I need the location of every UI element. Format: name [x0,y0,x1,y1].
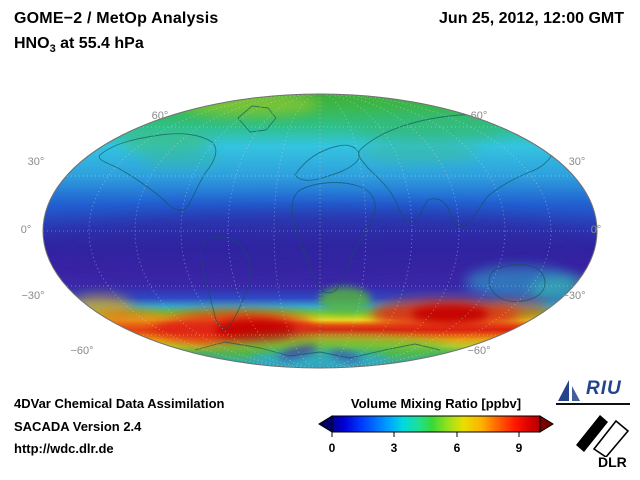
riu-logo: RIU [556,377,634,407]
colorbar-title: Volume Mixing Ratio [ppbv] [350,396,522,411]
plot-title-block: GOME−2 / MetOp Analysis HNO3 at 55.4 hPa [14,10,219,55]
colorbar-tick-3: 3 [390,441,398,455]
footer-url: http://wdc.dlr.de [14,441,114,456]
colorbar-over-arrow [539,415,554,433]
footer-assimilation: 4DVar Chemical Data Assimilation [14,396,225,411]
lat-label-left-m60: −60° [70,345,94,357]
lat-label-left-m30: −30° [21,290,45,302]
dlr-logo-text: DLR [598,454,627,470]
plot-subtitle: HNO3 at 55.4 hPa [14,35,219,55]
pressure-level: at 55.4 hPa [55,35,144,52]
footer-version: SACADA Version 2.4 [14,419,142,434]
colorbar-tick-marks [331,432,520,437]
lat-label-right-m60: −60° [467,345,491,357]
species-subscript: 3 [49,43,56,56]
lat-label-right-60: 60° [470,110,488,122]
lat-label-right-30: 30° [568,156,586,168]
riu-logo-icon [558,380,580,401]
datetime-label: Jun 25, 2012, 12:00 GMT [439,10,624,27]
lat-label-left-60: 60° [151,110,169,122]
map-outline [42,93,598,369]
colorbar-tick-9: 9 [515,441,523,455]
plot-title: GOME−2 / MetOp Analysis [14,10,219,27]
colorbar-tick-6: 6 [453,441,461,455]
colorbar-tick-0: 0 [328,441,336,455]
riu-logo-rule [556,403,630,405]
continent-outlines [98,105,555,359]
dlr-logo: DLR [574,407,634,473]
lat-label-right-m30: −30° [562,290,586,302]
dlr-logo-icon [576,415,630,459]
species-name: HNO [14,35,50,52]
graticule [43,94,597,368]
lat-label-left-0: 0° [20,224,32,236]
colorbar-gradient [331,415,541,433]
colorbar-under-arrow [318,415,333,433]
lat-label-left-30: 30° [27,156,45,168]
riu-logo-text: RIU [586,378,622,399]
colorbar [318,415,554,437]
lat-label-right-0: 0° [590,224,602,236]
